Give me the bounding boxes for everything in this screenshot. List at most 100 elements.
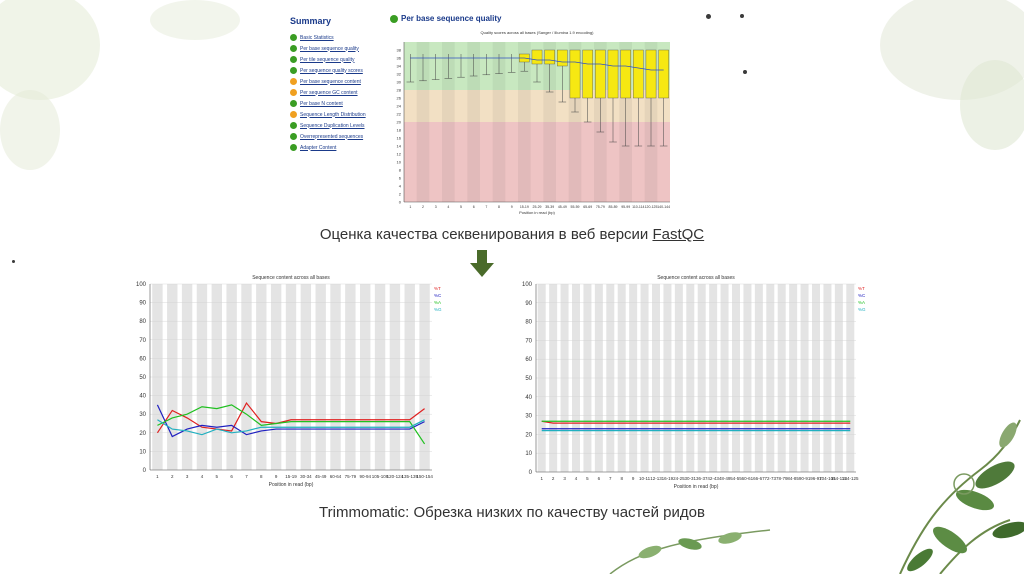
y-tick-label: 26: [397, 96, 402, 101]
x-tick-label: 4: [201, 474, 204, 479]
summary-item[interactable]: Per tile sequence quality: [290, 54, 384, 65]
quality-box: [645, 49, 657, 99]
x-tick-label: 35-39: [545, 205, 554, 209]
decor-plant: [609, 529, 771, 574]
pass-icon: [290, 34, 297, 41]
x-tick-label: 30-34: [300, 474, 312, 479]
x-tick-label: 84-85: [787, 476, 799, 481]
x-tick-label: 65-69: [583, 205, 592, 209]
series-line: [156, 404, 425, 438]
x-tick-label: 54-55: [730, 476, 742, 481]
summary-title: Summary: [290, 16, 332, 26]
y-tick-label: 30: [397, 80, 402, 85]
x-tick-label: 110-114: [632, 205, 644, 209]
column-band: [543, 42, 556, 202]
caption-top-text: Оценка качества секвенирования в веб вер…: [319, 226, 653, 243]
sequence-content-before-panel: Sequence content across all bases 0 10 20 30…: [130, 272, 442, 498]
legend-label: %A: [858, 300, 865, 305]
summary-item-label[interactable]: Per base sequence content: [300, 78, 361, 85]
y-tick-label: 6: [399, 176, 402, 181]
chart-title: Sequence content across all bases: [252, 275, 330, 281]
summary-item[interactable]: Per base sequence content: [290, 76, 384, 87]
summary-item-label[interactable]: Adapter Content: [300, 144, 337, 151]
pass-icon: [290, 144, 297, 151]
x-tick-label: 16-19: [662, 476, 674, 481]
quality-box: [531, 49, 543, 65]
mean-line: [410, 57, 664, 71]
x-tick-label: 120-125: [645, 205, 658, 209]
summary-item-label[interactable]: Per sequence GC content: [300, 89, 358, 96]
x-tick-label: 45-49: [315, 474, 327, 479]
y-tick-label: 32: [397, 72, 402, 77]
x-tick-label: 72-73: [765, 476, 777, 481]
y-tick-label: 60: [525, 357, 532, 363]
summary-item[interactable]: Per sequence quality scores: [290, 65, 384, 76]
column-band: [518, 42, 531, 202]
y-tick-label: 2: [399, 192, 402, 197]
x-tick-label: 5: [586, 476, 589, 481]
summary-item[interactable]: Sequence Duplication Levels: [290, 120, 384, 131]
summary-item-label[interactable]: Sequence Duplication Levels: [300, 122, 365, 129]
series-line: [157, 419, 425, 436]
summary-item-label[interactable]: Per tile sequence quality: [300, 56, 355, 63]
x-tick-label: 75-79: [345, 474, 357, 479]
x-tick-label: 140-144: [657, 205, 670, 209]
series-line: [541, 420, 851, 424]
x-tick-label: 8: [260, 474, 263, 479]
y-tick-label: 14: [397, 144, 402, 149]
quality-chart: Quality scores across all bases (Sanger …: [397, 30, 671, 215]
legend-label: %G: [858, 307, 866, 312]
x-tick-label: 6: [598, 476, 601, 481]
pass-icon: [290, 100, 297, 107]
quality-box: [620, 49, 631, 99]
y-tick-label: 30: [139, 412, 146, 418]
x-tick-label: 3: [186, 474, 189, 479]
summary-item-label[interactable]: Basic Statistics: [300, 34, 334, 41]
fastqc-report-panel: Summary Basic Statistics Per base sequenc…: [284, 12, 676, 224]
decor-leaf: [0, 90, 60, 170]
summary-item[interactable]: Adapter Content: [290, 142, 384, 153]
y-tick-label: 90: [525, 301, 532, 307]
x-tick-label: 8: [620, 476, 623, 481]
decor-dot: [12, 260, 15, 263]
x-tick-label: 5: [216, 474, 219, 479]
x-tick-label: 24-25: [673, 476, 685, 481]
y-tick-label: 8: [399, 168, 402, 173]
x-tick-label: 124-125: [842, 476, 859, 481]
summary-item[interactable]: Overrepresented sequences: [290, 131, 384, 142]
x-tick-label: 8: [498, 205, 500, 209]
x-tick-label: 7: [609, 476, 612, 481]
x-tick-label: 60-64: [330, 474, 342, 479]
quality-box: [557, 49, 568, 67]
x-tick-label: 6: [230, 474, 233, 479]
decor-leaf: [150, 0, 240, 40]
chart-title: Sequence content across all bases: [657, 275, 735, 281]
y-tick-label: 30: [525, 414, 532, 420]
pass-icon: [390, 14, 398, 23]
summary-item-label[interactable]: Per base sequence quality: [300, 45, 359, 52]
y-tick-label: 0: [143, 468, 147, 474]
y-tick-label: 100: [522, 282, 533, 288]
column-band: [467, 42, 480, 202]
decor-dot: [740, 14, 744, 18]
y-tick-label: 28: [397, 88, 402, 93]
summary-item[interactable]: Sequence Length Distribution: [290, 109, 384, 120]
summary-item[interactable]: Per base sequence quality: [290, 43, 384, 54]
x-tick-label: 105-109: [372, 474, 389, 479]
x-tick-label: 3: [563, 476, 566, 481]
summary-item[interactable]: Basic Statistics: [290, 32, 384, 43]
legend-label: %G: [434, 307, 442, 312]
summary-item[interactable]: Per sequence GC content: [290, 87, 384, 98]
summary-item-label[interactable]: Per base N content: [300, 100, 343, 107]
x-tick-label: 96-97: [810, 476, 822, 481]
summary-item-label[interactable]: Sequence Length Distribution: [300, 111, 366, 118]
summary-item[interactable]: Per base N content: [290, 98, 384, 109]
fastqc-link[interactable]: FastQC: [652, 226, 705, 243]
summary-item-label[interactable]: Per sequence quality scores: [300, 67, 363, 74]
pass-icon: [290, 133, 297, 140]
summary-item-label[interactable]: Overrepresented sequences: [300, 133, 364, 140]
x-tick-label: 104-105: [819, 476, 836, 481]
x-tick-label: 2: [552, 476, 555, 481]
column-band: [416, 42, 430, 202]
decor-plant: [899, 419, 1024, 574]
